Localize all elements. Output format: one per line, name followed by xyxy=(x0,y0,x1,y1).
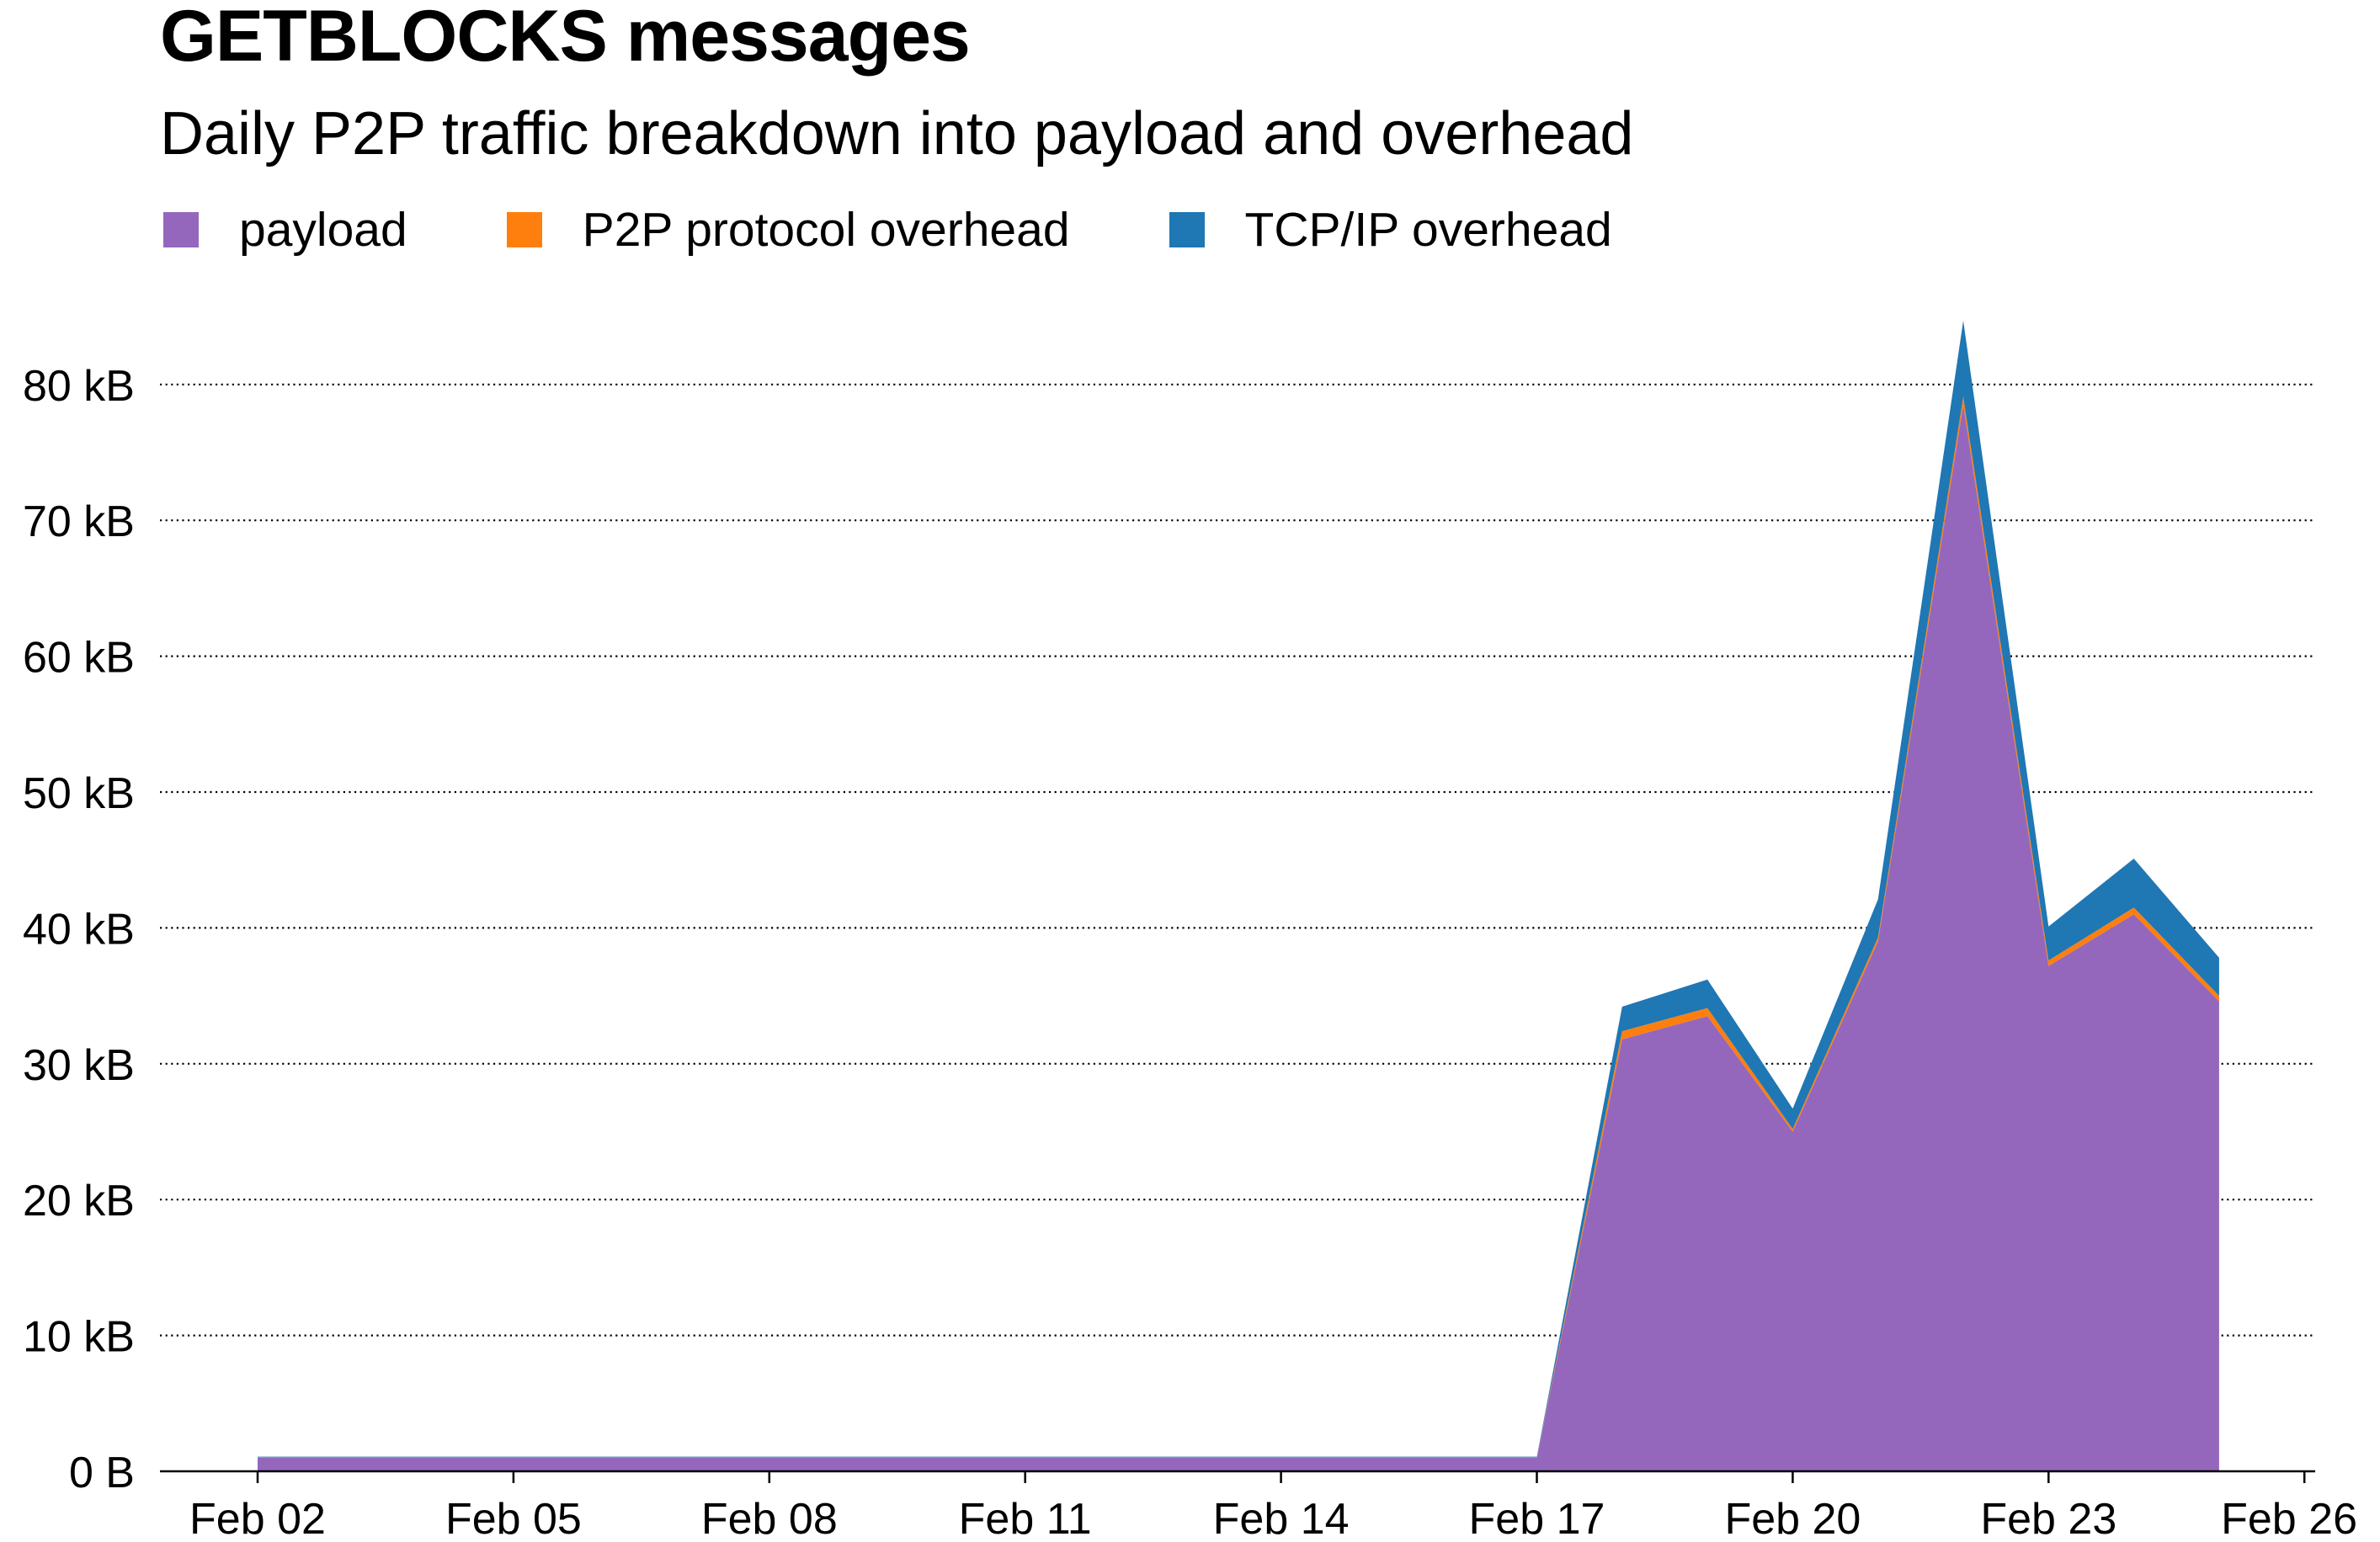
x-tick-label: Feb 11 xyxy=(959,1495,1092,1542)
x-tick-label: Feb 26 xyxy=(2221,1495,2357,1542)
legend-swatch-p2p-overhead xyxy=(506,212,542,247)
x-tick-label: Feb 20 xyxy=(1724,1495,1861,1542)
chart-title: GETBLOCKS messages xyxy=(160,0,971,77)
legend-label-payload: payload xyxy=(239,203,407,257)
legend-swatch-payload xyxy=(163,212,199,247)
axes: 0 B 10 kB 20 kB 30 kB 40 kB 50 kB 60 kB 70 kB 80… xyxy=(23,362,2357,1542)
y-tick-label: 50 kB xyxy=(23,769,135,818)
x-tick-label: Feb 17 xyxy=(1469,1495,1605,1542)
legend-label-p2p-overhead: P2P protocol overhead xyxy=(582,203,1070,257)
legend-label-tcpip-overhead: TCP/IP overhead xyxy=(1244,203,1612,257)
legend-swatch-tcpip-overhead xyxy=(1169,212,1205,247)
x-tick-label: Feb 14 xyxy=(1213,1495,1350,1542)
legend-item-p2p-overhead: P2P protocol overhead xyxy=(506,202,1070,258)
legend: payload P2P protocol overhead TCP/IP ove… xyxy=(163,200,1712,259)
y-tick-label: 20 kB xyxy=(23,1177,135,1226)
x-tick-label: Feb 05 xyxy=(445,1495,582,1542)
legend-item-tcpip-overhead: TCP/IP overhead xyxy=(1169,202,1612,258)
y-tick-label: 70 kB xyxy=(23,497,135,546)
y-tick-label: 40 kB xyxy=(23,905,135,954)
area-series xyxy=(258,320,2219,1471)
x-tick-label: Feb 23 xyxy=(1980,1495,2116,1542)
y-tick-label: 30 kB xyxy=(23,1041,135,1090)
y-tick-label: 60 kB xyxy=(23,634,135,683)
chart-subtitle: Daily P2P traffic breakdown into payload… xyxy=(160,100,1634,167)
area-payload xyxy=(258,405,2219,1471)
legend-item-payload: payload xyxy=(163,202,407,258)
x-tick-label: Feb 02 xyxy=(189,1495,326,1542)
y-tick-label: 0 B xyxy=(69,1449,135,1497)
y-tick-label: 80 kB xyxy=(23,362,135,411)
x-tick-label: Feb 08 xyxy=(701,1495,838,1542)
y-tick-label: 10 kB xyxy=(23,1313,135,1362)
